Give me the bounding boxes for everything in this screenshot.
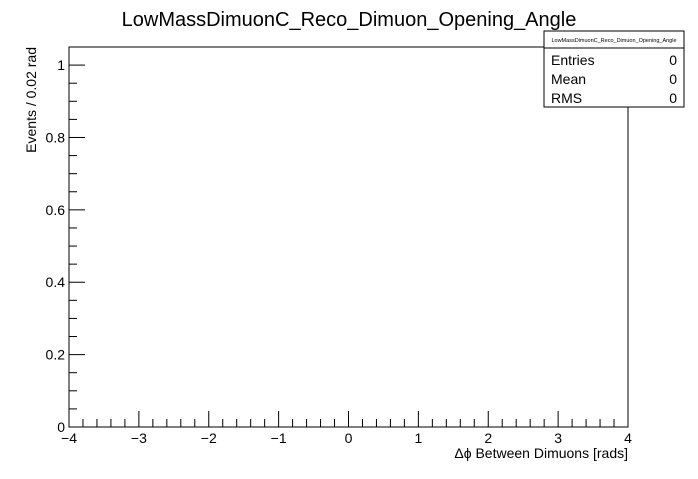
y-tick-label: 1 [57,57,65,73]
stats-entries-label: Entries [551,52,595,68]
stats-rms-label: RMS [551,90,582,106]
x-axis: −4 −3 −2 −1 0 1 2 3 4 [61,411,632,446]
stats-mean-value: 0 [669,71,677,87]
stats-rms-value: 0 [669,90,677,106]
x-tick-label: −4 [61,430,77,446]
y-axis: 0 0.2 0.4 0.6 0.8 1 [46,57,85,435]
x-tick-label: 4 [624,430,632,446]
stats-box-title: LowMassDimuonC_Reco_Dimuon_Opening_Angle [551,38,676,44]
x-tick-label: 2 [484,430,492,446]
stats-mean-label: Mean [551,71,586,87]
x-tick-label: −1 [271,430,287,446]
y-tick-label: 0 [57,419,65,435]
stats-box-frame [543,30,685,108]
x-tick-label: 0 [345,430,353,446]
x-tick-label: −3 [131,430,147,446]
y-axis-label: Events / 0.02 rad [23,47,39,153]
x-tick-label: 1 [414,430,422,446]
x-tick-label: −2 [201,430,217,446]
y-tick-label: 0.6 [46,202,66,218]
chart-title: LowMassDimuonC_Reco_Dimuon_Opening_Angle [122,9,577,31]
y-tick-label: 0.4 [46,274,66,290]
stats-entries-value: 0 [669,52,677,68]
y-tick-label: 0.8 [46,129,66,145]
x-axis-label: Δϕ Between Dimuons [rads] [454,445,628,461]
stats-box: LowMassDimuonC_Reco_Dimuon_Opening_Angle… [543,30,685,108]
y-tick-label: 0.2 [46,347,66,363]
x-tick-label: 3 [554,430,562,446]
